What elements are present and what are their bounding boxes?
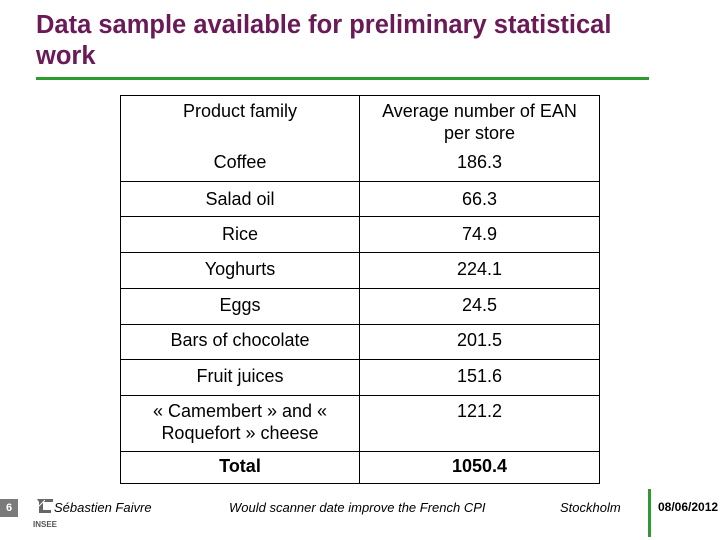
- row-product: Salad oil: [205, 189, 275, 209]
- slide-title: Data sample available for preliminary st…: [36, 11, 612, 70]
- total-value: 1050.4: [451, 456, 508, 476]
- row-value: 24.5: [461, 295, 498, 315]
- column-divider: [359, 96, 360, 483]
- total-label: Total: [219, 456, 261, 476]
- row-product: « Camembert » and « Roquefort » cheese: [152, 401, 328, 443]
- row-product: Yoghurts: [204, 259, 276, 279]
- row-value: 151.6: [456, 366, 503, 386]
- logo-label: INSEE: [33, 520, 57, 529]
- row-product: Bars of chocolate: [170, 330, 310, 350]
- table-row: Rice 74.9: [121, 217, 599, 253]
- row-product: Rice: [221, 224, 258, 244]
- row-value: 66.3: [461, 189, 498, 209]
- footer-date: 08/06/2012: [658, 500, 719, 514]
- row-value: 201.5: [456, 330, 503, 350]
- header-product-family: Product family: [182, 101, 298, 121]
- table-row: Bars of chocolate 201.5: [121, 325, 599, 360]
- row-value: 74.9: [461, 224, 498, 244]
- table-row: « Camembert » and « Roquefort » cheese 1…: [121, 396, 599, 452]
- row-value: 224.1: [456, 259, 503, 279]
- table-row: Salad oil 66.3: [121, 182, 599, 217]
- row-value: 121.2: [456, 401, 503, 421]
- header-average-ean: Average number of EAN per store: [382, 101, 577, 143]
- row-value: 186.3: [456, 152, 503, 172]
- row-product: Coffee: [213, 152, 267, 172]
- table-row: Eggs 24.5: [121, 289, 599, 325]
- page-number: 6: [0, 499, 18, 517]
- table-row: Fruit juices 151.6: [121, 360, 599, 396]
- footer-author: Sébastien Faivre: [54, 500, 152, 515]
- footer-accent-bar: [648, 489, 651, 537]
- footer-location: Stockholm: [560, 500, 621, 515]
- table-header-row: Product family Average number of EAN per…: [121, 96, 599, 182]
- row-product: Eggs: [219, 295, 261, 315]
- table-total-row: Total 1050.4: [121, 452, 599, 485]
- title-underline: [36, 77, 649, 80]
- insee-logo-icon: INSEE: [33, 499, 57, 529]
- table-row: Yoghurts 224.1: [121, 253, 599, 289]
- row-product: Fruit juices: [196, 366, 284, 386]
- data-table: Product family Average number of EAN per…: [120, 95, 600, 484]
- footer-presentation-title: Would scanner date improve the French CP…: [229, 500, 486, 515]
